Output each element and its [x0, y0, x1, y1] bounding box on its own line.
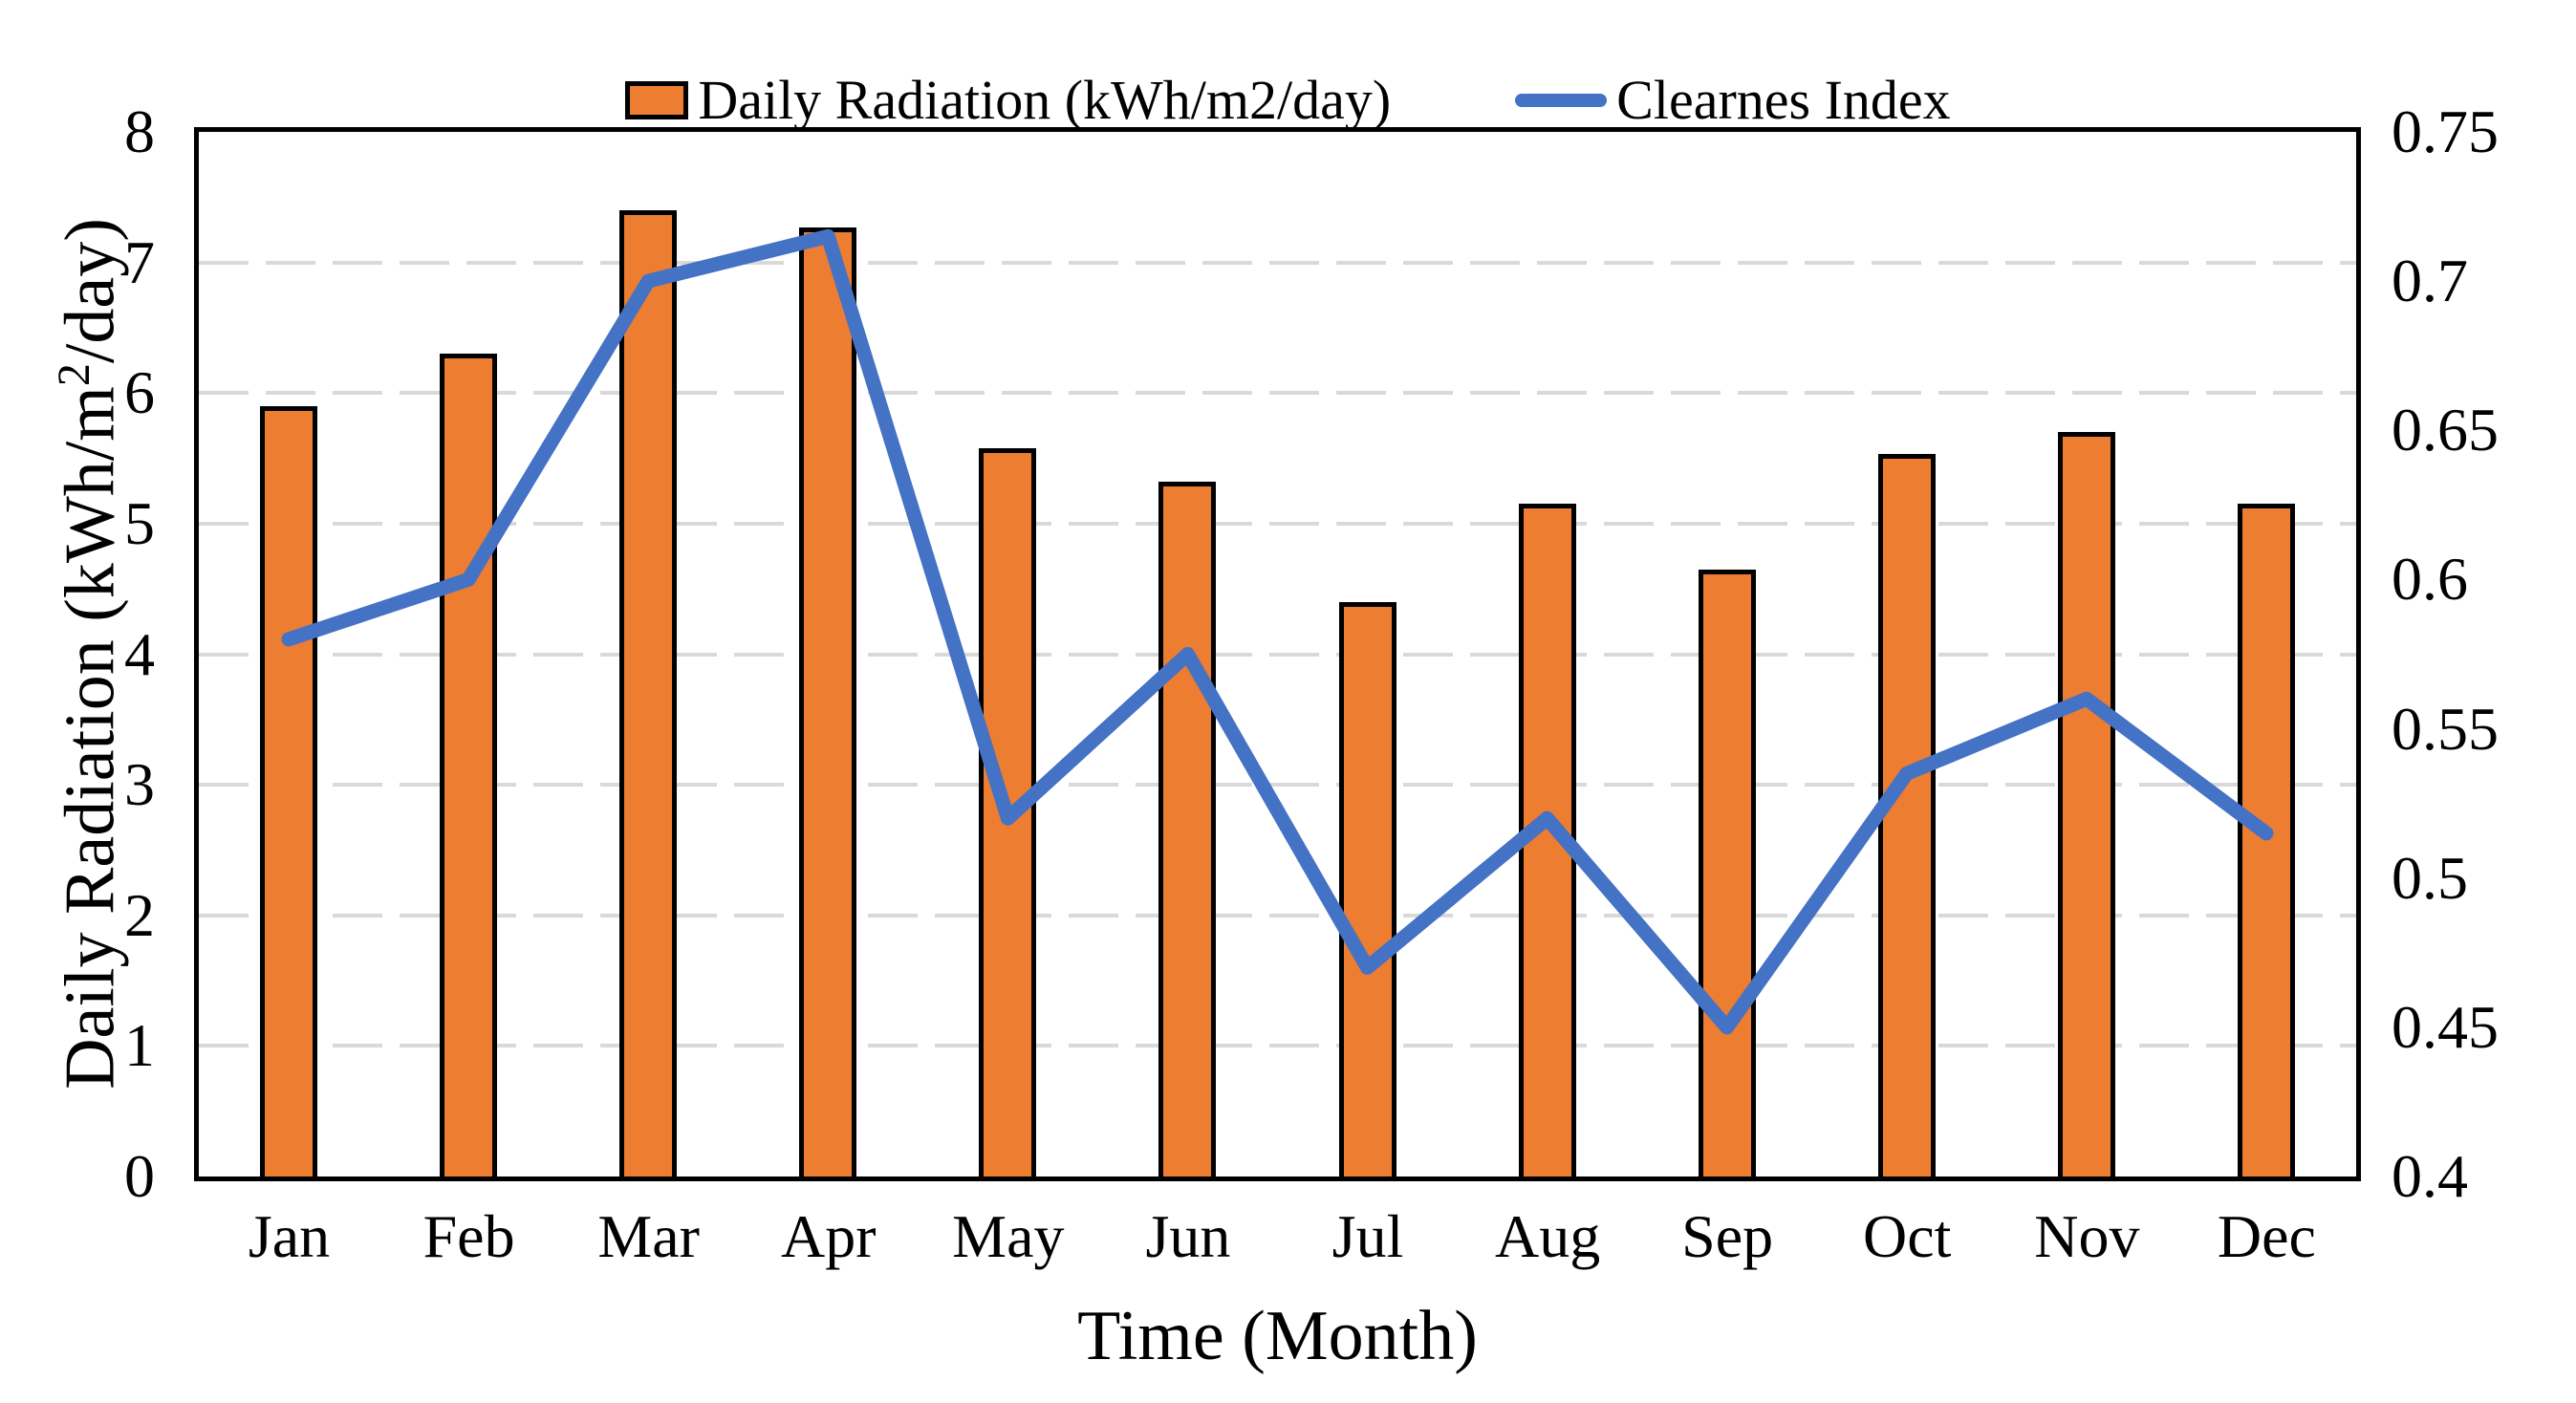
- gridline: [199, 652, 2356, 657]
- x-label-sep: Sep: [1681, 1202, 1774, 1270]
- bar-jul: [1338, 601, 1396, 1176]
- bar-mar: [619, 209, 678, 1176]
- gridline: [199, 260, 2356, 265]
- left-tick-label: 4: [124, 619, 155, 688]
- left-tick-label: 5: [124, 488, 155, 557]
- gridline: [199, 391, 2356, 396]
- x-label-aug: Aug: [1494, 1202, 1601, 1270]
- right-tick-label: 0.75: [2392, 97, 2499, 165]
- x-label-oct: Oct: [1863, 1202, 1952, 1270]
- gridline: [199, 783, 2356, 788]
- legend-label-daily-radiation: Daily Radiation (kWh/m2/day): [698, 69, 1392, 131]
- x-label-feb: Feb: [422, 1202, 515, 1270]
- bar-feb: [440, 354, 498, 1176]
- left-axis-title-prefix: Daily Radiation (kWh/m: [51, 386, 130, 1090]
- right-tick-label: 0.45: [2392, 992, 2499, 1061]
- line-series: [281, 228, 2274, 1035]
- right-tick-label: 0.6: [2392, 545, 2468, 614]
- legend-label-clearness-index: Clearnes Index: [1616, 69, 1951, 131]
- x-label-apr: Apr: [780, 1202, 877, 1270]
- left-tick-label: 3: [124, 750, 155, 819]
- plot-area: [194, 127, 2361, 1181]
- gridline: [199, 521, 2356, 526]
- left-tick-label: 1: [124, 1011, 155, 1080]
- bar-jun: [1158, 482, 1217, 1176]
- gridline: [199, 913, 2356, 917]
- left-tick-label: 0: [124, 1142, 155, 1210]
- left-tick-label: 7: [124, 227, 155, 296]
- bar-sep: [1698, 569, 1756, 1176]
- bar-swatch-icon: [625, 81, 689, 119]
- x-label-nov: Nov: [2034, 1202, 2140, 1270]
- gridline: [199, 1044, 2356, 1048]
- legend-item-daily-radiation: Daily Radiation (kWh/m2/day): [625, 71, 1391, 130]
- legend: Daily Radiation (kWh/m2/day) Clearnes In…: [0, 71, 2576, 130]
- right-tick-label: 0.4: [2392, 1142, 2468, 1210]
- clearness-index-line: [281, 228, 2274, 1035]
- x-label-mar: Mar: [597, 1202, 700, 1270]
- bar-nov: [2057, 432, 2115, 1176]
- legend-item-clearness-index: Clearnes Index: [1515, 69, 1951, 131]
- x-label-dec: Dec: [2217, 1202, 2316, 1270]
- right-tick-label: 0.7: [2392, 247, 2468, 315]
- left-tick-label: 2: [124, 880, 155, 949]
- x-label-may: May: [952, 1202, 1065, 1270]
- x-axis-title: Time (Month): [1077, 1297, 1478, 1375]
- right-tick-label: 0.55: [2392, 694, 2499, 763]
- right-tick-label: 0.65: [2392, 396, 2499, 464]
- left-tick-label: 8: [124, 97, 155, 165]
- bar-jan: [260, 405, 318, 1176]
- left-tick-label: 6: [124, 358, 155, 427]
- x-label-jul: Jul: [1331, 1202, 1404, 1270]
- right-tick-label: 0.5: [2392, 843, 2468, 912]
- x-label-jun: Jun: [1145, 1202, 1231, 1270]
- x-label-jan: Jan: [248, 1202, 331, 1270]
- line-swatch-icon: [1515, 94, 1608, 107]
